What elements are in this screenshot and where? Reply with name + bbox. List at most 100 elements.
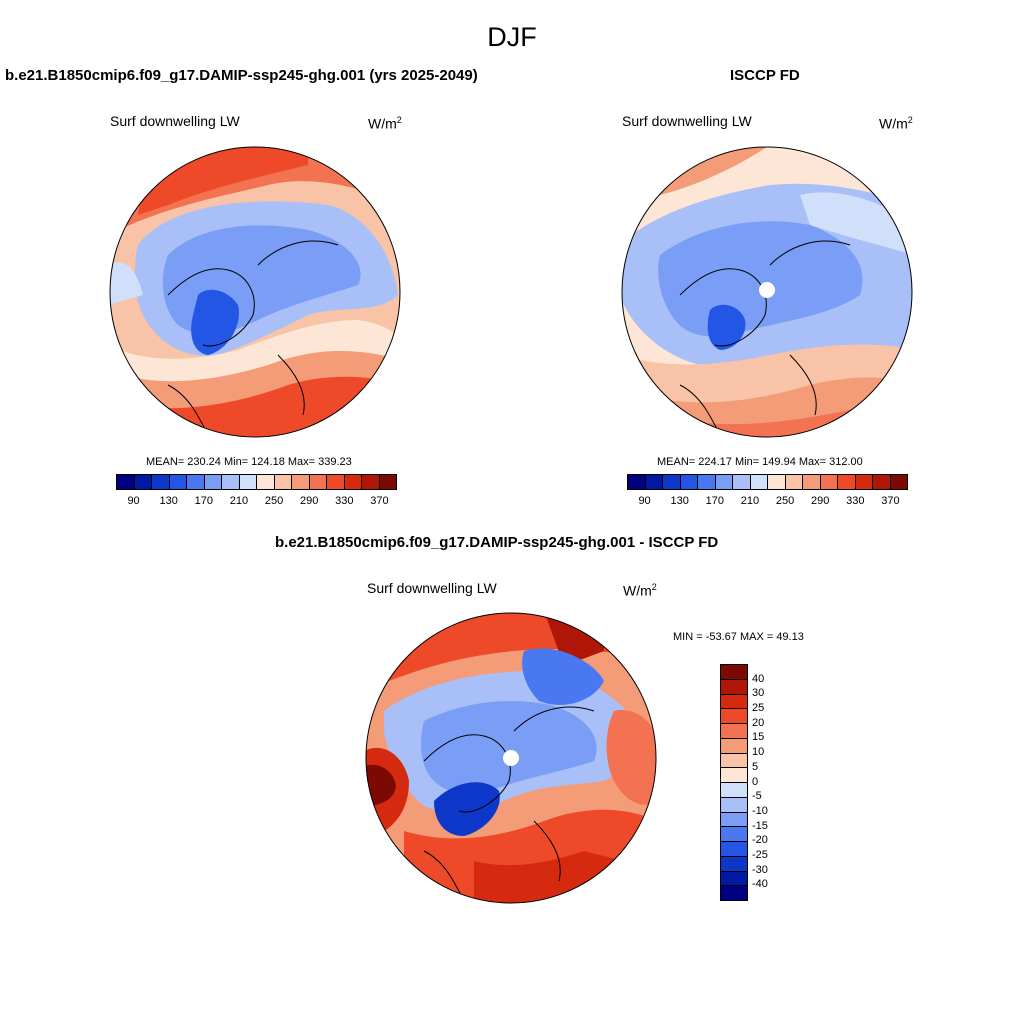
panel-3-pole-hole [503,750,519,766]
panel-2-colorbar-swatch [873,475,891,489]
panel-1-colorbar-tick-label: 90 [127,495,140,507]
panel-2-colorbar-tick-label: 290 [811,495,830,507]
panel-1-colorbar-swatch [344,475,362,489]
panel-3-colorbar-swatch [721,842,747,857]
panel-1-units: W/m2 [368,115,402,132]
panel-3-cold-east [522,648,604,705]
panel-1-colorbar [116,474,397,490]
panel-1-colorbar-swatch [134,475,152,489]
panel-1-pale-ring [110,262,143,305]
panel-2-stats: MEAN= 224.17 Min= 149.94 Max= 312.00 [657,456,863,468]
panel-1-colorbar-tick-label: 370 [370,495,389,507]
panel-2-colorbar-swatch [733,475,751,489]
panel-2-colorbar-swatch [645,475,663,489]
panel-3-colorbar-ticks: 40 30 25 20 15 10 5 0 -5 -10 -15 -20 -25 -30 -40 [752,664,792,899]
panel-3-colorbar-tick-label: -25 [752,848,768,861]
panel-2-colorbar-swatch [663,475,681,489]
panel-2-colorbar-swatch [750,475,768,489]
panel-1-colorbar-ticks: 90 130 170 210 250 290 330 370 [116,495,397,509]
panel-2-cold-greenland [707,304,746,350]
panel-2-colorbar-swatch [768,475,786,489]
panel-3-colorbar [720,664,748,901]
panel-2-polar-map [621,146,913,438]
panel-2-colorbar-swatch [838,475,856,489]
panel-1-colorbar-tick-label: 250 [264,495,284,507]
panel-2-colorbar-swatch [855,475,873,489]
panel-3-variable-label: Surf downwelling LW [367,580,497,596]
panel-3-colorbar-swatch [721,886,747,900]
panel-3-stats: MIN = -53.67 MAX = 49.13 [673,631,804,643]
panel-2-cold-mid [658,221,863,337]
panel-1-colorbar-tick-label: 130 [159,495,178,507]
panel-3-colorbar-swatch [721,724,747,739]
panel-2-colorbar-swatch [890,475,907,489]
panel-2-colorbar-tick-label: 330 [846,495,865,507]
panel-2-colorbar [627,474,908,490]
panel-2-units: W/m2 [879,115,913,132]
panel-1-colorbar-swatch [222,475,240,489]
panel-3-colorbar-tick-label: -20 [752,834,768,847]
panel-3-colorbar-tick-label: -10 [752,804,768,817]
panel-3-colorbar-swatch [721,827,747,842]
figure-title: DJF [487,22,537,52]
panel-2-colorbar-swatch [680,475,698,489]
panel-3-colorbar-swatch [721,738,747,754]
panel-3-colorbar-swatch [721,665,747,680]
panel-2-colorbar-tick-label: 130 [670,495,689,507]
panel-2-colorbar-swatch [803,475,821,489]
panel-2-pole-hole [759,282,775,298]
panel-3-colorbar-tick-label: 20 [752,716,765,729]
panel-3-colorbar-tick-label: 40 [752,672,765,685]
panel-1-colorbar-swatch [274,475,292,489]
panel-3-units: W/m2 [623,582,657,599]
panel-1-colorbar-swatch [169,475,187,489]
panel-1-colorbar-swatch [117,475,135,489]
panel-1-colorbar-swatch [204,475,222,489]
panel-3-colorbar-swatch [721,709,747,724]
panel-3-colorbar-swatch [721,797,747,813]
panel-2-title: ISCCP FD [730,67,800,84]
panel-3-colorbar-tick-label: -40 [752,878,768,891]
panel-2-variable-label: Surf downwelling LW [622,113,752,129]
panel-3-title: b.e21.B1850cmip6.f09_g17.DAMIP-ssp245-gh… [275,534,719,551]
panel-2-colorbar-swatch [820,475,838,489]
panel-2-colorbar-tick-label: 90 [638,495,651,507]
panel-1-title: b.e21.B1850cmip6.f09_g17.DAMIP-ssp245-gh… [5,67,478,84]
panel-2-colorbar-tick-label: 170 [705,495,724,507]
panel-3-warm-west-core [366,764,396,806]
panel-3-colorbar-swatch [721,679,747,695]
panel-1-colorbar-tick-label: 330 [335,495,354,507]
panel-2-colorbar-tick-label: 250 [775,495,795,507]
panel-1-polar-map [109,146,401,438]
panel-1-colorbar-tick-label: 210 [229,495,249,507]
panel-1-colorbar-swatch [257,475,275,489]
panel-3-colorbar-tick-label: 10 [752,746,765,759]
panel-1-colorbar-swatch [292,475,310,489]
panel-3-cold-mid [421,701,597,793]
panel-1-cold-greenland [191,289,239,355]
panel-3-colorbar-tick-label: 0 [752,775,759,788]
panel-1-colorbar-swatch [187,475,205,489]
panel-1-colorbar-swatch [239,475,257,489]
panel-1-stats: MEAN= 230.24 Min= 124.18 Max= 339.23 [146,456,352,468]
panel-1-colorbar-swatch [327,475,345,489]
panel-2-colorbar-swatch [785,475,803,489]
panel-3-colorbar-swatch [721,753,747,769]
panel-3-colorbar-swatch [721,768,747,783]
panel-2-colorbar-tick-label: 370 [881,495,900,507]
panel-3-colorbar-swatch [721,783,747,798]
panel-3-warm-east [606,710,656,805]
panel-3-colorbar-tick-label: -15 [752,819,768,832]
panel-3-cold-deep [434,782,500,836]
panel-3-colorbar-tick-label: -30 [752,863,768,876]
panel-2-colorbar-swatch [715,475,733,489]
panel-2-colorbar-ticks: 90 130 170 210 250 290 330 370 [627,495,908,509]
panel-1-variable-label: Surf downwelling LW [110,113,240,129]
panel-1-colorbar-swatch [362,475,380,489]
panel-2-colorbar-tick-label: 210 [740,495,760,507]
panel-1-colorbar-tick-label: 290 [300,495,319,507]
panel-3-colorbar-tick-label: -5 [752,790,762,803]
panel-3-colorbar-tick-label: 5 [752,760,759,773]
panel-3-colorbar-tick-label: 30 [752,687,765,700]
panel-1-coastlines [167,240,339,436]
